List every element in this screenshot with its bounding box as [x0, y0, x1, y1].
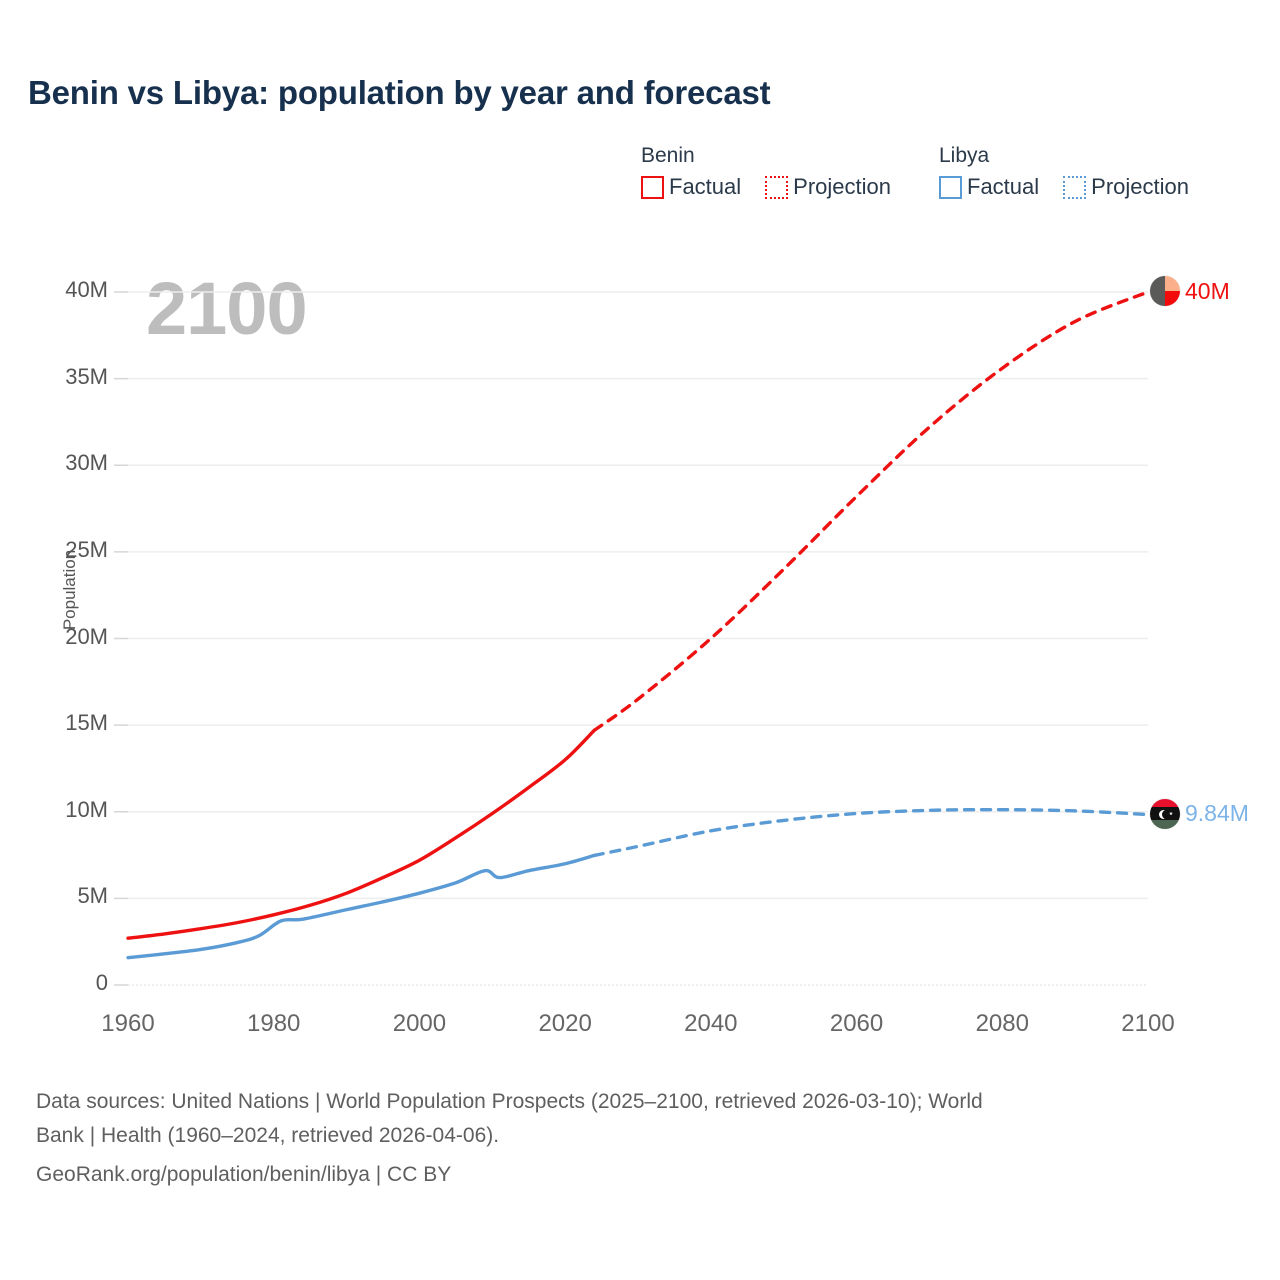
x-tick-label: 2080 — [975, 1010, 1029, 1037]
y-tick-label: 35M — [65, 363, 108, 389]
legend-country-libya: Libya — [939, 144, 990, 167]
chart-gridlines — [114, 291, 1148, 986]
x-tick-label: 2100 — [1121, 1010, 1175, 1037]
legend-item-libya-projection[interactable]: Projection — [1063, 174, 1189, 200]
legend-item-benin-factual[interactable]: Factual — [641, 174, 741, 200]
chart-legend: Benin Factual Projection Libya Factual — [641, 142, 1189, 200]
legend-group-libya: Libya Factual Projection — [939, 142, 1189, 200]
chart-series — [126, 290, 1150, 960]
x-tick-label: 2020 — [538, 1010, 592, 1037]
y-tick-label: 10M — [65, 796, 108, 822]
legend-items-benin: Factual Projection — [641, 174, 891, 200]
x-tick-label: 2000 — [392, 1010, 447, 1037]
y-tick-label: 25M — [65, 536, 108, 562]
footer-line-3: GeoRank.org/population/benin/libya | CC … — [36, 1163, 452, 1186]
y-tick-label: 30M — [65, 450, 108, 476]
legend-country-benin: Benin — [641, 144, 695, 167]
y-tick-label: 5M — [77, 883, 108, 909]
y-tick-label: 40M — [65, 277, 108, 302]
page-title: Benin vs Libya: population by year and f… — [28, 74, 771, 111]
legend-label-libya-factual: Factual — [967, 174, 1040, 199]
libya-endpoint-label: 9.84M — [1185, 800, 1249, 827]
libya-endpoint[interactable]: 9.84M — [1150, 798, 1249, 829]
x-tick-label: 2040 — [684, 1010, 738, 1037]
legend-item-libya-factual[interactable]: Factual — [939, 174, 1039, 200]
legend-label-benin-factual: Factual — [669, 174, 742, 199]
footer-line-2: Bank | Health (1960–2024, retrieved 2026… — [36, 1124, 500, 1147]
y-tick-label: 20M — [65, 623, 108, 649]
x-tick-label: 1960 — [101, 1010, 155, 1037]
benin-factual-line — [126, 728, 596, 940]
legend-swatch-dotted-icon — [765, 175, 789, 199]
benin-endpoint-label: 40M — [1185, 277, 1230, 304]
legend-swatch-solid-icon — [641, 175, 664, 199]
legend-item-benin-projection[interactable]: Projection — [765, 174, 891, 200]
legend-swatch-dotted-icon — [1063, 175, 1087, 199]
footer-line-1: Data sources: United Nations | World Pop… — [36, 1090, 983, 1113]
x-tick-label: 2060 — [829, 1010, 884, 1037]
x-tick-label: 1980 — [247, 1010, 301, 1037]
legend-label-libya-projection: Projection — [1091, 174, 1189, 199]
y-tick-label: 15M — [65, 710, 108, 736]
legend-swatch-solid-icon — [939, 175, 962, 199]
benin-flag-icon — [1150, 276, 1180, 306]
benin-projection-line — [592, 290, 1150, 733]
year-watermark: 2100 — [146, 267, 308, 350]
y-tick-label: 0 — [95, 970, 108, 995]
legend-group-benin: Benin Factual Projection — [641, 142, 891, 200]
legend-items-libya: Factual Projection — [939, 174, 1189, 200]
libya-projection-line — [592, 807, 1150, 858]
footer-sources: Data sources: United Nations | World Pop… — [36, 1085, 1236, 1192]
legend-label-benin-projection: Projection — [793, 174, 891, 199]
libya-factual-line — [126, 853, 596, 960]
libya-flag-icon — [1150, 798, 1180, 829]
benin-endpoint[interactable]: 40M — [1150, 276, 1230, 306]
